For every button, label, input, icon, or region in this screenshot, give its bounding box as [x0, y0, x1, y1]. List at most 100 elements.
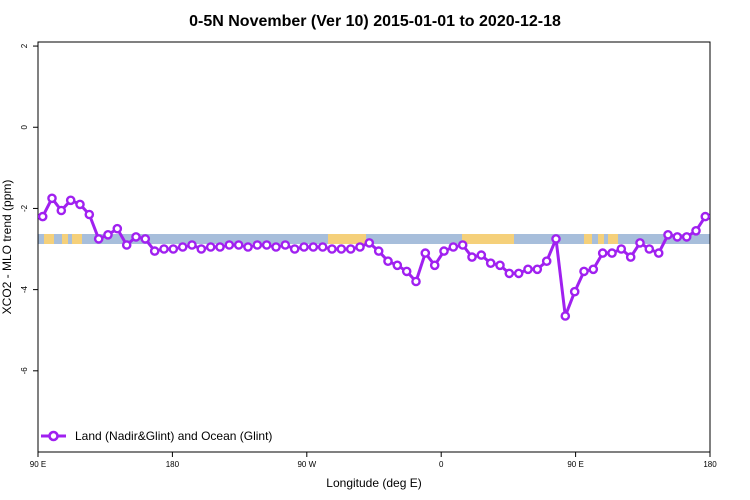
x-tick-label-0: 90 E: [30, 460, 46, 469]
data-point: [47, 193, 57, 204]
data-point: [93, 234, 104, 244]
data-point: [383, 256, 393, 267]
data-point: [317, 242, 328, 252]
data-point: [485, 258, 496, 269]
x-tick-label-2: 90 W: [297, 460, 316, 469]
data-point: [84, 209, 95, 220]
data-point: [187, 240, 197, 250]
series-layer: [38, 193, 710, 321]
data-point: [616, 244, 627, 254]
x-axis: 90 E 180 90 W 0 90 E 180: [30, 452, 717, 469]
y-tick-label-2: -2: [20, 204, 29, 212]
data-point: [149, 246, 160, 256]
data-point: [289, 244, 300, 254]
data-point: [411, 276, 421, 287]
data-point: [691, 225, 701, 236]
data-point: [681, 232, 692, 242]
data-point: [569, 286, 580, 297]
data-point: [271, 242, 281, 252]
data-point: [607, 248, 617, 258]
data-point: [625, 252, 636, 262]
data-point: [131, 232, 141, 242]
data-point: [243, 242, 253, 252]
data-point: [663, 229, 673, 240]
data-point: [112, 223, 123, 234]
data-point: [345, 244, 356, 254]
data-point: [308, 242, 319, 252]
data-point: [560, 311, 571, 321]
legend-marker: [48, 430, 59, 442]
data-point: [448, 242, 459, 252]
data-point: [401, 266, 412, 277]
legend-entry-0: Land (Nadir&Glint) and Ocean (Glint): [75, 429, 272, 443]
data-point: [597, 248, 608, 258]
surface-band-land-2: [62, 234, 68, 244]
data-point: [429, 260, 440, 271]
data-point: [364, 238, 375, 248]
surface-band-land-1: [44, 234, 54, 244]
y-tick-label-3: -4: [20, 286, 29, 294]
series-line-0: [41, 196, 707, 318]
data-point: [196, 244, 207, 254]
data-point: [588, 264, 599, 275]
data-point: [513, 268, 524, 279]
data-point: [672, 232, 683, 242]
x-axis-label: Longitude (deg E): [326, 476, 421, 490]
legend: Land (Nadir&Glint) and Ocean (Glint): [41, 429, 272, 443]
data-point: [121, 240, 132, 250]
data-point: [579, 266, 589, 277]
data-point: [65, 195, 76, 206]
data-point: [532, 264, 543, 275]
data-point: [205, 242, 216, 252]
surface-band-land-6: [584, 234, 592, 244]
data-point: [103, 229, 113, 240]
data-point: [233, 240, 244, 250]
data-point: [355, 242, 365, 252]
surface-band: [38, 234, 710, 244]
data-point: [653, 248, 664, 258]
data-point: [177, 242, 188, 252]
data-point: [476, 250, 487, 260]
x-tick-label-4: 90 E: [567, 460, 583, 469]
surface-band-land-5: [462, 234, 514, 244]
data-point: [541, 256, 552, 267]
data-point: [467, 252, 477, 262]
data-point: [159, 244, 169, 254]
data-point: [252, 240, 263, 250]
chart-title: 0-5N November (Ver 10) 2015-01-01 to 202…: [189, 13, 561, 30]
surface-band-land-4: [328, 234, 366, 244]
data-point: [523, 264, 533, 275]
data-point: [495, 260, 505, 271]
data-point: [644, 244, 655, 254]
y-tick-label-1: 0: [20, 124, 29, 129]
data-point: [551, 234, 561, 244]
data-point: [56, 205, 67, 216]
plot-frame: [37, 41, 711, 453]
x-tick-label-5: 180: [703, 460, 717, 469]
surface-band-land-8: [608, 234, 618, 244]
data-point: [457, 240, 468, 250]
data-point: [336, 244, 347, 254]
data-point: [140, 234, 151, 244]
surface-band-ocean: [38, 234, 710, 244]
y-tick-label-4: -6: [20, 367, 29, 375]
data-point: [215, 242, 225, 252]
data-point: [75, 199, 85, 210]
data-point: [504, 268, 515, 279]
surface-band-land-3: [72, 234, 82, 244]
y-axis-label: XCO2 - MLO trend (ppm): [0, 180, 14, 315]
data-point: [700, 211, 710, 222]
data-point: [38, 211, 48, 222]
data-point: [420, 248, 431, 258]
y-axis: 2 0 -2 -4 -6: [20, 43, 38, 374]
data-point: [299, 242, 309, 252]
data-point: [392, 260, 403, 271]
data-point: [327, 244, 337, 254]
data-point: [261, 240, 272, 250]
y-tick-label-0: 2: [20, 43, 29, 48]
data-point: [439, 246, 449, 256]
data-point: [373, 246, 384, 256]
data-point: [224, 240, 235, 250]
data-point: [168, 244, 179, 254]
